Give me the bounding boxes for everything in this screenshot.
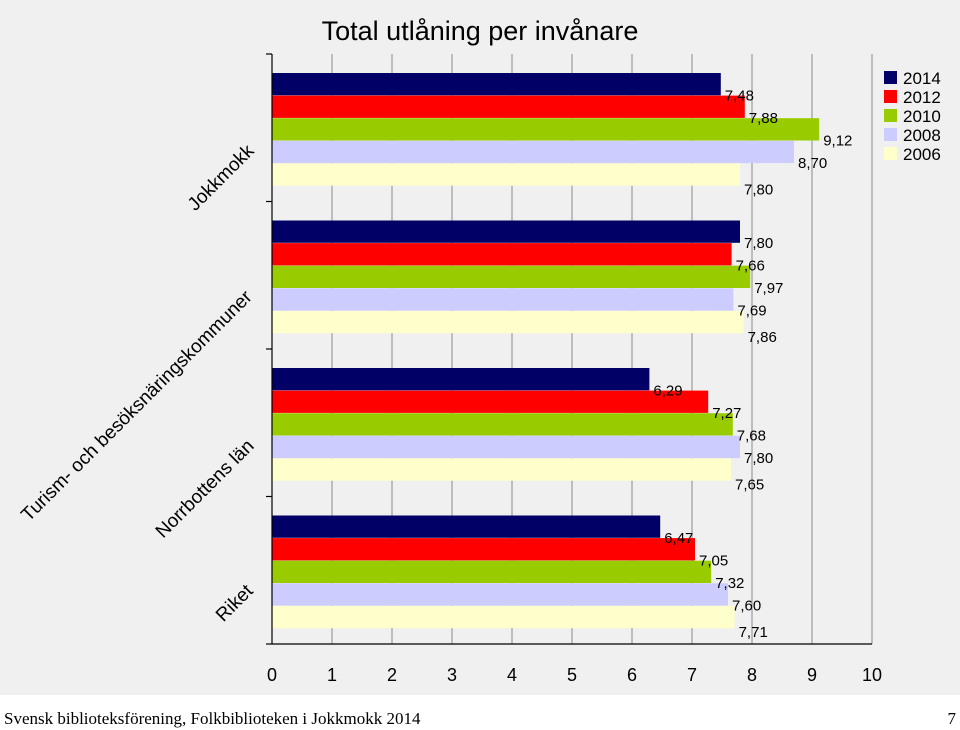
bar xyxy=(272,605,735,629)
data-label: 7,71 xyxy=(739,624,768,641)
bar xyxy=(272,73,721,96)
legend-label: 2006 xyxy=(903,145,941,164)
data-label: 7,68 xyxy=(737,428,766,445)
bar xyxy=(272,538,695,561)
data-label: 7,48 xyxy=(725,87,754,104)
bar xyxy=(272,163,740,186)
x-tick-label: 9 xyxy=(807,665,817,685)
page-number: 7 xyxy=(947,709,957,728)
bar xyxy=(272,435,740,459)
x-tick-label: 1 xyxy=(327,665,337,685)
x-tick-labels: 0 1 2 3 4 5 6 7 8 9 10 xyxy=(267,665,882,685)
legend-label: 2012 xyxy=(903,88,941,107)
data-label: 7,88 xyxy=(749,110,778,127)
data-label: 7,65 xyxy=(735,477,764,494)
bar xyxy=(272,118,820,141)
legend-swatch xyxy=(884,90,897,103)
data-label: 7,80 xyxy=(744,235,773,252)
bar xyxy=(272,390,709,413)
bar xyxy=(272,243,732,266)
legend-label: 2014 xyxy=(903,69,941,88)
category-label: Riket xyxy=(212,580,258,626)
x-tick-label: 3 xyxy=(447,665,457,685)
bar-marks xyxy=(272,73,820,629)
data-label: 7,80 xyxy=(744,450,773,467)
x-tick-label: 8 xyxy=(747,665,757,685)
x-tick-label: 10 xyxy=(862,665,882,685)
legend-swatch xyxy=(884,128,897,141)
bar xyxy=(272,265,751,288)
legend-label: 2010 xyxy=(903,107,941,126)
bar xyxy=(272,413,733,436)
bar-chart: Total utlåning per invånare 0 1 2 3 4 5 6 7 8 9 10… xyxy=(17,16,941,685)
category-label: Jokkmokk xyxy=(184,140,259,215)
data-label: 7,86 xyxy=(748,329,777,346)
data-label: 7,05 xyxy=(699,552,728,569)
data-label: 7,97 xyxy=(754,280,783,297)
data-label: 7,60 xyxy=(732,598,761,615)
category-label: Turism- och besöksnäringskommuner xyxy=(17,286,257,526)
data-label: 6,47 xyxy=(664,530,693,547)
legend-label: 2008 xyxy=(903,126,941,145)
data-label: 7,80 xyxy=(744,182,773,199)
bar xyxy=(272,288,734,311)
category-label: Norrbottens län xyxy=(152,436,259,543)
data-label: 7,32 xyxy=(715,575,744,592)
category-labels: Jokkmokk Turism- och besöksnäringskommune… xyxy=(17,140,258,626)
x-tick-label: 7 xyxy=(687,665,697,685)
x-tick-label: 0 xyxy=(267,665,277,685)
legend-swatch xyxy=(884,71,897,84)
bar xyxy=(272,368,650,391)
x-tick-label: 5 xyxy=(567,665,577,685)
legend-swatch xyxy=(884,109,897,122)
bar xyxy=(272,140,794,164)
x-tick-label: 6 xyxy=(627,665,637,685)
data-label: 9,12 xyxy=(823,133,852,150)
data-label: 7,66 xyxy=(736,257,765,274)
footer-source: Svensk biblioteksförening, Folkbibliotek… xyxy=(4,709,421,728)
bar xyxy=(272,95,745,118)
bar xyxy=(272,310,744,334)
bar xyxy=(272,458,731,481)
chart-title: Total utlåning per invånare xyxy=(322,16,639,46)
bar xyxy=(272,560,712,583)
data-label: 7,69 xyxy=(737,303,766,320)
bar xyxy=(272,220,740,243)
x-tick-label: 4 xyxy=(507,665,517,685)
legend-swatch xyxy=(884,147,897,160)
x-tick-label: 2 xyxy=(387,665,397,685)
data-label: 6,29 xyxy=(653,382,682,399)
data-label: 8,70 xyxy=(798,155,827,172)
bar xyxy=(272,515,661,538)
data-label: 7,27 xyxy=(712,405,741,422)
data-labels: 7,48 7,88 9,12 8,70 7,80 7,80 7,66 7,97 7,69 7,86… xyxy=(653,87,852,641)
bar xyxy=(272,583,728,606)
axes xyxy=(266,53,872,645)
